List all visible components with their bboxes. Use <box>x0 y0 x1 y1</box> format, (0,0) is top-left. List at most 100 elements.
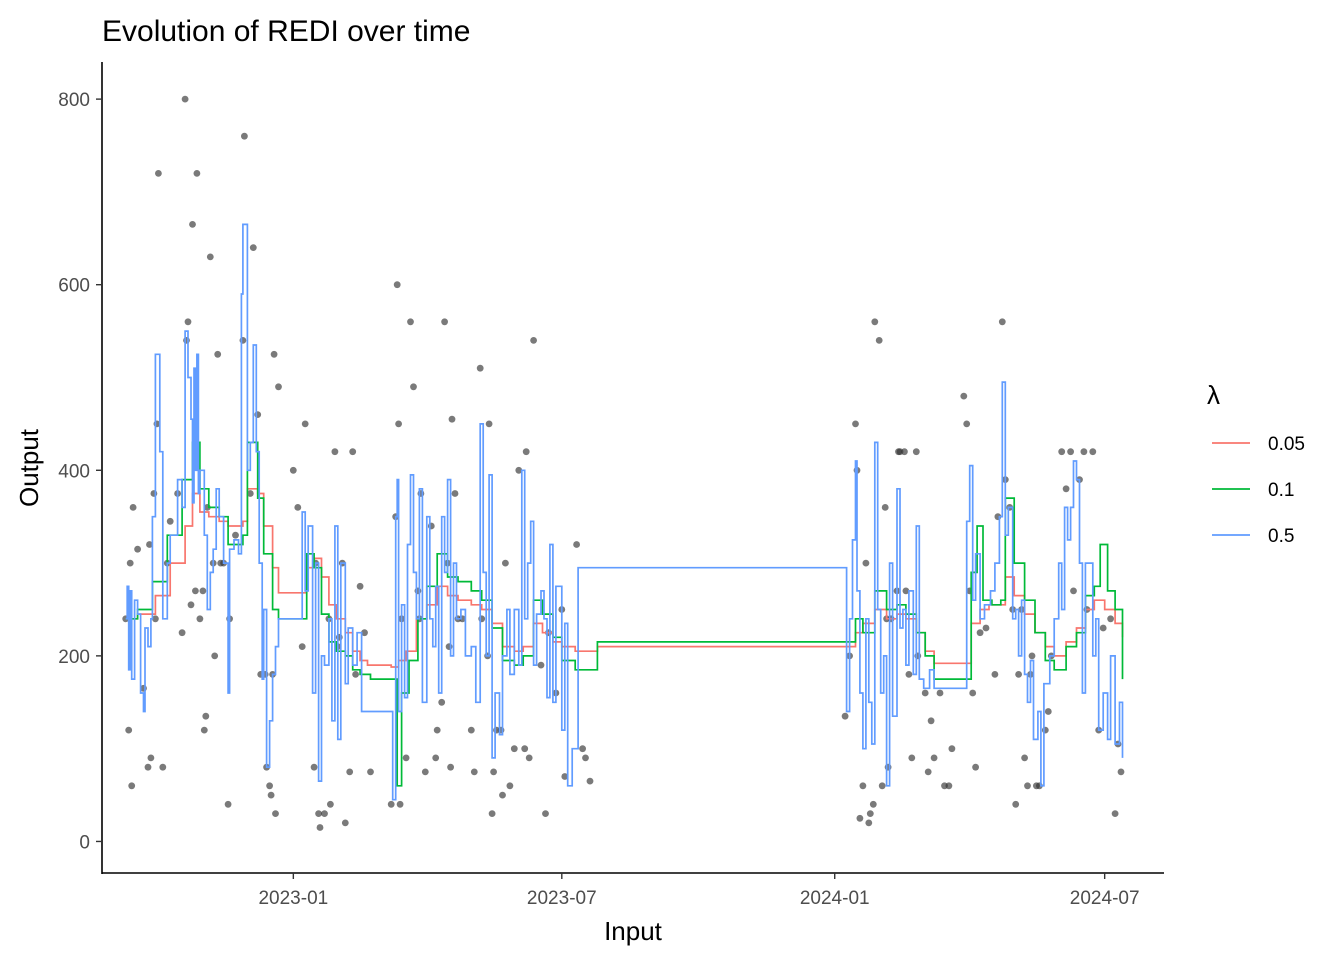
data-point-75 <box>367 768 374 776</box>
data-point-14 <box>159 763 167 771</box>
data-point-186 <box>1041 726 1049 734</box>
data-point-152 <box>905 671 913 678</box>
data-point-10 <box>150 490 158 497</box>
chart-title: Evolution of REDI over time <box>102 15 470 48</box>
x-axis-ticks: 2023-01 2023-07 2024-01 2024-07 <box>258 873 1140 909</box>
data-point-2 <box>126 559 134 567</box>
data-point-160 <box>936 689 944 697</box>
data-point-52 <box>272 810 279 817</box>
data-point-104 <box>478 615 486 623</box>
data-point-49 <box>267 791 275 799</box>
data-point-102 <box>470 768 478 776</box>
data-point-25 <box>193 170 201 177</box>
data-point-22 <box>187 601 195 609</box>
data-point-143 <box>881 504 889 511</box>
legend-label-0.5: 0.5 <box>1268 526 1294 547</box>
data-point-13 <box>155 170 162 177</box>
data-point-200 <box>1111 810 1119 817</box>
data-point-139 <box>869 800 877 808</box>
data-point-170 <box>982 624 990 632</box>
data-point-155 <box>914 652 922 660</box>
data-point-29 <box>202 712 210 720</box>
data-point-56 <box>298 643 306 650</box>
data-point-196 <box>1089 448 1097 456</box>
data-point-54 <box>289 466 297 474</box>
data-point-118 <box>525 754 533 762</box>
x-tick-label-2023-07: 2023-07 <box>527 888 597 909</box>
data-point-192 <box>1070 587 1077 595</box>
data-point-198 <box>1099 624 1107 632</box>
data-point-69 <box>341 819 349 827</box>
data-point-159 <box>930 754 938 762</box>
data-point-162 <box>945 782 953 790</box>
data-point-110 <box>497 726 505 734</box>
data-point-5 <box>134 545 142 553</box>
data-point-80 <box>396 800 404 808</box>
data-point-145 <box>884 763 892 771</box>
data-point-121 <box>542 810 549 817</box>
data-point-44 <box>254 411 262 418</box>
data-point-140 <box>871 318 879 326</box>
data-point-53 <box>275 383 282 391</box>
data-point-20 <box>183 337 190 344</box>
scatter-points <box>122 95 1125 831</box>
data-point-107 <box>488 810 496 817</box>
data-point-18 <box>178 629 186 637</box>
data-point-101 <box>467 726 475 734</box>
data-point-31 <box>206 253 214 261</box>
data-point-142 <box>878 782 886 790</box>
data-point-7 <box>144 763 152 771</box>
data-point-16 <box>166 517 174 525</box>
data-point-117 <box>522 448 530 456</box>
data-point-96 <box>447 763 454 771</box>
legend-entries: 0.05 0.1 0.5 <box>1212 434 1305 547</box>
data-point-164 <box>960 392 968 400</box>
data-point-24 <box>192 587 199 595</box>
data-point-73 <box>356 582 364 590</box>
data-point-4 <box>129 504 137 511</box>
data-point-82 <box>402 754 410 762</box>
data-point-181 <box>1024 782 1031 790</box>
data-point-134 <box>856 814 864 822</box>
data-point-33 <box>211 652 219 660</box>
y-axis-title: Output <box>14 428 44 507</box>
data-point-163 <box>948 745 956 753</box>
data-point-3 <box>128 782 136 790</box>
data-point-84 <box>410 383 417 391</box>
data-point-183 <box>1028 652 1036 660</box>
data-point-72 <box>352 671 359 678</box>
data-point-189 <box>1058 448 1066 456</box>
data-point-34 <box>214 350 222 358</box>
data-point-141 <box>875 337 883 344</box>
data-point-167 <box>969 689 977 697</box>
data-point-202 <box>1117 768 1125 776</box>
x-tick-label-2023-01: 2023-01 <box>258 888 328 909</box>
data-point-156 <box>921 689 929 697</box>
data-point-26 <box>196 615 204 623</box>
data-point-169 <box>976 629 984 637</box>
data-point-1 <box>125 726 133 734</box>
legend-label-0.05: 0.05 <box>1268 434 1305 455</box>
data-point-57 <box>301 420 309 428</box>
data-point-67 <box>335 633 343 641</box>
data-point-95 <box>445 643 453 650</box>
data-point-39 <box>232 531 239 539</box>
data-point-111 <box>499 791 506 799</box>
data-point-154 <box>912 448 920 456</box>
data-point-178 <box>1015 671 1022 678</box>
data-point-79 <box>395 420 402 428</box>
data-point-103 <box>476 364 484 372</box>
data-point-199 <box>1107 615 1114 623</box>
data-point-173 <box>998 318 1006 326</box>
data-point-91 <box>433 726 441 734</box>
data-point-137 <box>865 819 873 827</box>
plot-panel <box>122 95 1125 831</box>
data-point-78 <box>393 281 401 289</box>
data-point-158 <box>927 717 935 725</box>
data-point-89 <box>427 522 435 530</box>
data-point-165 <box>963 420 971 428</box>
data-point-65 <box>331 448 339 456</box>
data-point-153 <box>908 754 916 762</box>
data-point-90 <box>432 754 440 762</box>
